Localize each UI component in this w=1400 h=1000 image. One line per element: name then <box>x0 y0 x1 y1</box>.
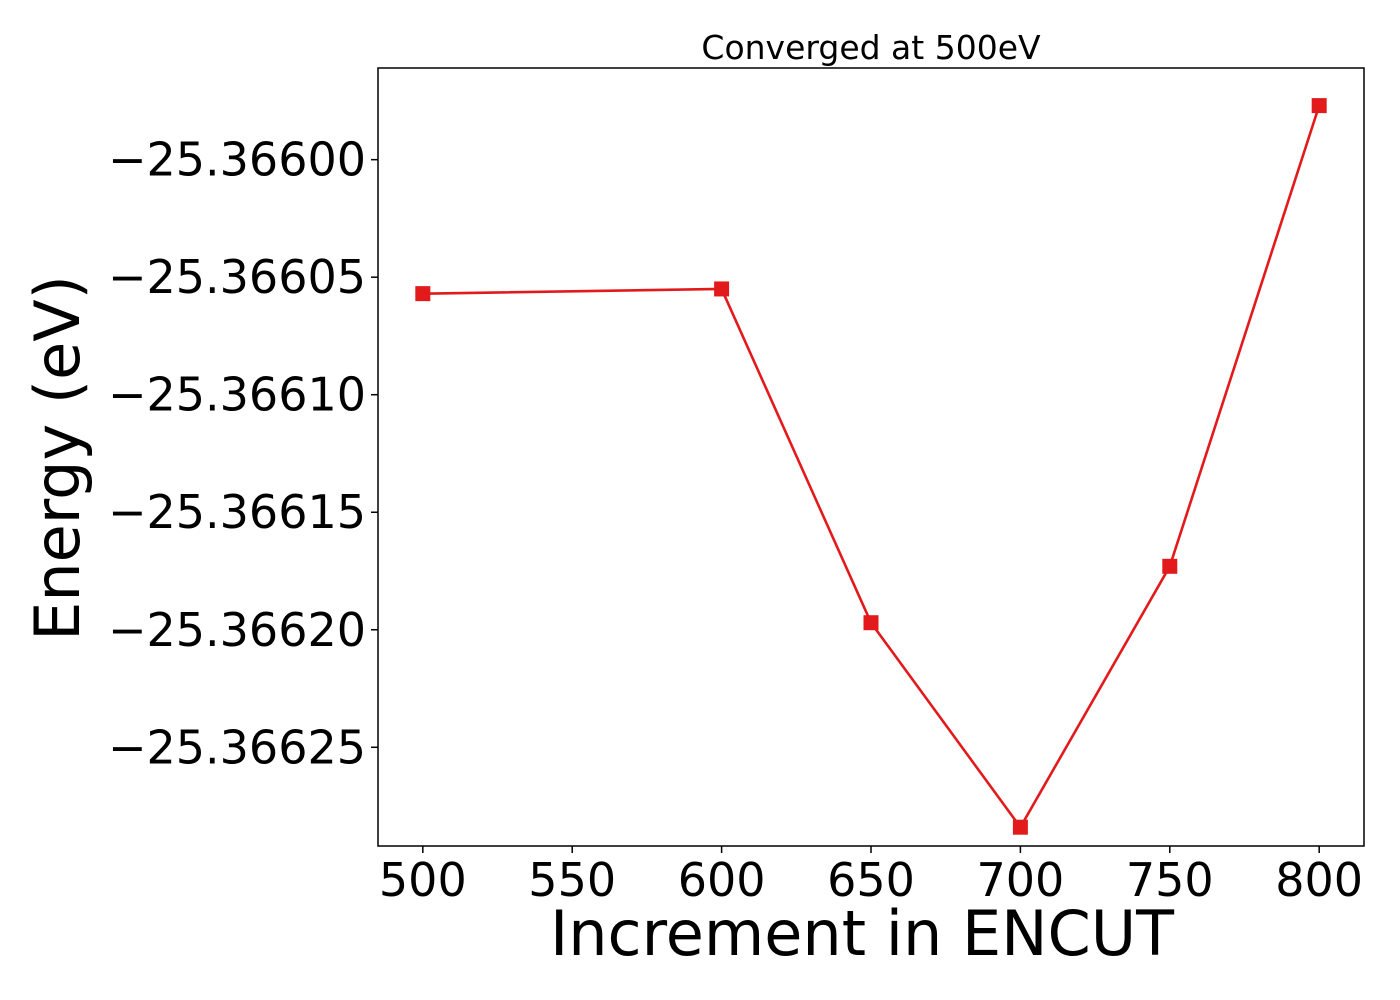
x-axis-label: Increment in ENCUT <box>550 897 1175 970</box>
y-tick-label: −25.36600 <box>108 133 366 187</box>
data-point-marker <box>863 615 879 631</box>
x-tick-label: 750 <box>1126 853 1214 907</box>
data-point-marker <box>714 281 730 297</box>
data-point-marker <box>415 286 431 302</box>
x-tick-label: 700 <box>976 853 1064 907</box>
data-point-marker <box>1311 98 1327 114</box>
y-tick-label: −25.36625 <box>108 720 366 774</box>
x-tick-label: 800 <box>1275 853 1363 907</box>
y-axis-label: Energy (eV) <box>21 275 94 641</box>
y-tick-label: −25.36615 <box>108 485 366 539</box>
data-point-marker <box>1012 819 1028 835</box>
x-tick-label: 500 <box>379 853 467 907</box>
y-tick-label: −25.36610 <box>108 368 366 422</box>
x-axis-ticks: 500 550 600 650 700 750 800 <box>379 846 1363 907</box>
chart-title: Converged at 500eV <box>701 28 1041 67</box>
y-tick-label: −25.36620 <box>108 603 366 657</box>
data-point-marker <box>1162 558 1178 574</box>
x-tick-label: 650 <box>827 853 915 907</box>
x-tick-label: 600 <box>678 853 766 907</box>
y-tick-label: −25.36605 <box>108 250 366 304</box>
series-layer <box>415 98 1327 835</box>
x-tick-label: 550 <box>528 853 616 907</box>
series-line <box>422 105 1321 829</box>
plot-area-frame <box>377 67 1365 847</box>
y-axis-ticks: −25.36600 −25.36605 −25.36610 −25.36615 −25.… <box>108 133 378 774</box>
